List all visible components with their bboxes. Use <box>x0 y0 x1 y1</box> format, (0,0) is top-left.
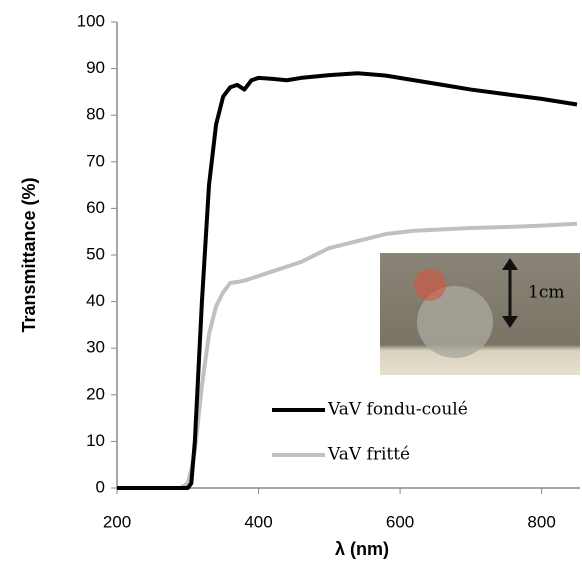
x-tick-label: 400 <box>244 512 272 531</box>
y-axis-title: Transmittance (%) <box>19 177 39 332</box>
x-tick-label: 800 <box>527 512 555 531</box>
y-tick-label: 100 <box>77 11 105 30</box>
y-tick-label: 10 <box>86 431 105 450</box>
y-tick-label: 50 <box>86 244 105 263</box>
x-axis-title: λ (nm) <box>335 539 389 559</box>
inset-photo <box>380 253 580 375</box>
series-line <box>117 71 578 490</box>
legend-label: VaV fondu-coulé <box>327 400 468 420</box>
x-tick-label: 600 <box>386 512 414 531</box>
y-tick-label: 40 <box>86 291 105 310</box>
y-tick-label: 0 <box>96 477 105 496</box>
y-tick-label: 70 <box>86 151 105 170</box>
y-tick-label: 90 <box>86 58 105 77</box>
legend-label: VaV fritté <box>327 445 410 465</box>
y-tick-label: 20 <box>86 384 105 403</box>
y-tick-label: 30 <box>86 338 105 357</box>
annotation: 1cm <box>528 283 564 303</box>
x-tick-label: 200 <box>103 512 131 531</box>
y-tick-label: 80 <box>86 105 105 124</box>
y-tick-label: 60 <box>86 198 105 217</box>
